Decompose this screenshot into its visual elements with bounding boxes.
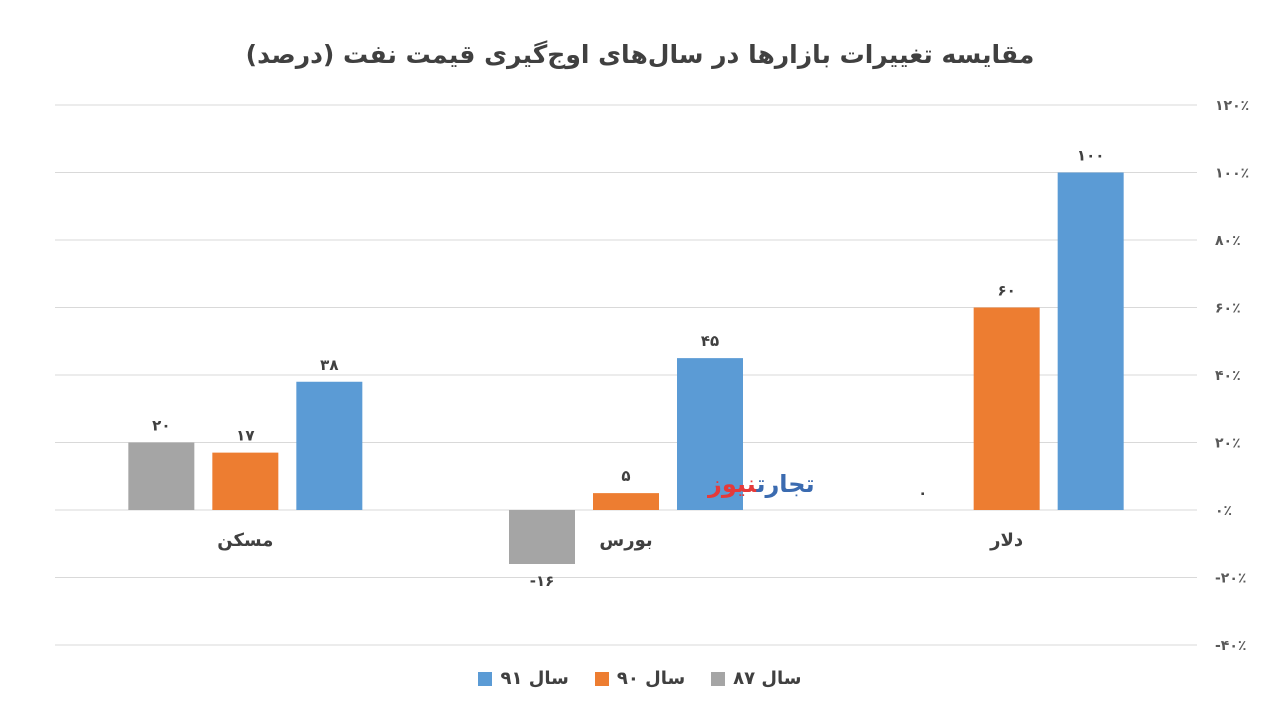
data-label: ۶۰ [998, 282, 1016, 300]
legend-swatch [594, 671, 609, 686]
bar [212, 452, 279, 510]
legend-item: سال ۹۰ [594, 668, 686, 689]
data-label: ۵ [621, 467, 630, 485]
category-label: دلار [989, 530, 1023, 551]
legend-item: سال ۹۱ [478, 668, 569, 689]
data-label: ۱۷ [236, 427, 254, 445]
bar [296, 381, 363, 510]
legend-item: سال ۸۷ [711, 668, 802, 689]
data-label: ۱۰۰ [1077, 147, 1104, 165]
legend-label: سال ۹۰ [616, 668, 686, 689]
legend-label: سال ۹۱ [500, 668, 569, 689]
data-label: -۱۶ [530, 572, 555, 590]
data-label: ۲۰ [152, 417, 170, 435]
data-label: ۳۸ [320, 356, 338, 374]
y-tick-label: ۶۰٪ [1215, 301, 1241, 317]
legend-swatch [478, 671, 493, 686]
legend: سال ۸۷ سال ۹۰ سال ۹۱ [0, 668, 1280, 689]
bar [973, 307, 1040, 510]
bar [128, 442, 195, 510]
bar [509, 510, 575, 564]
data-label: ۰ [918, 484, 927, 502]
watermark-part-1: تجارت [756, 470, 815, 498]
data-label: ۴۵ [701, 332, 719, 350]
watermark-logo: تجارتنیوز [708, 470, 816, 498]
legend-swatch [711, 671, 726, 686]
y-tick-label: ۱۰۰٪ [1215, 166, 1249, 182]
category-label: بورس [599, 530, 652, 551]
legend-label: سال ۸۷ [733, 668, 802, 689]
bar [677, 358, 743, 510]
y-tick-label: ۸۰٪ [1215, 233, 1241, 249]
y-tick-label: ۲۰٪ [1215, 436, 1241, 452]
watermark-part-2: نیوز [708, 470, 757, 498]
chart-title: مقایسه تغییرات بازارها در سال‌های اوج‌گی… [245, 40, 1035, 69]
bar [1057, 172, 1124, 510]
y-tick-label: ۴۰٪ [1215, 368, 1241, 384]
y-tick-label: -۴۰٪ [1215, 638, 1246, 654]
y-tick-label: ۱۲۰٪ [1215, 98, 1249, 114]
y-tick-label: ۰٪ [1215, 503, 1232, 519]
category-label: مسکن [217, 530, 273, 551]
y-tick-label: -۲۰٪ [1215, 571, 1246, 587]
bar [593, 493, 659, 510]
